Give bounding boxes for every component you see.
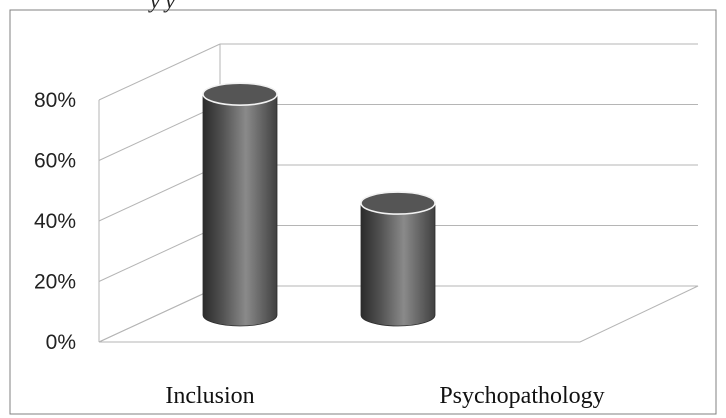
bar-top-cap-1 [360, 191, 436, 215]
gridline-side-1 [98, 225, 221, 282]
chart-floor [98, 285, 699, 343]
gridline-side-4 [98, 43, 221, 101]
y-tick-label-2: 40% [34, 210, 76, 233]
bars-layer [202, 82, 436, 327]
y-tick-label-1: 20% [34, 271, 76, 294]
y-tick-label-3: 60% [34, 150, 76, 173]
gridline-side-3 [98, 104, 221, 161]
bar-psychopathology [360, 191, 436, 327]
top-cropped-caption: y y [148, 0, 175, 13]
plot-back [98, 43, 699, 343]
y-axis-tick-labels: 0% 20% 40% 60% 80% [34, 89, 76, 354]
bar-body-0 [202, 93, 278, 327]
x-category-label-1: Psychopathology [439, 383, 604, 409]
bar-body-1 [360, 202, 436, 327]
x-axis-category-labels: Inclusion Psychopathology [165, 383, 604, 409]
gridline-side-2 [98, 164, 221, 222]
x-category-label-0: Inclusion [165, 383, 254, 409]
y-tick-label-0: 0% [46, 331, 76, 354]
y-tick-label-4: 80% [34, 89, 76, 112]
bar-top-cap-0 [202, 82, 278, 106]
bar-inclusion [202, 82, 278, 327]
